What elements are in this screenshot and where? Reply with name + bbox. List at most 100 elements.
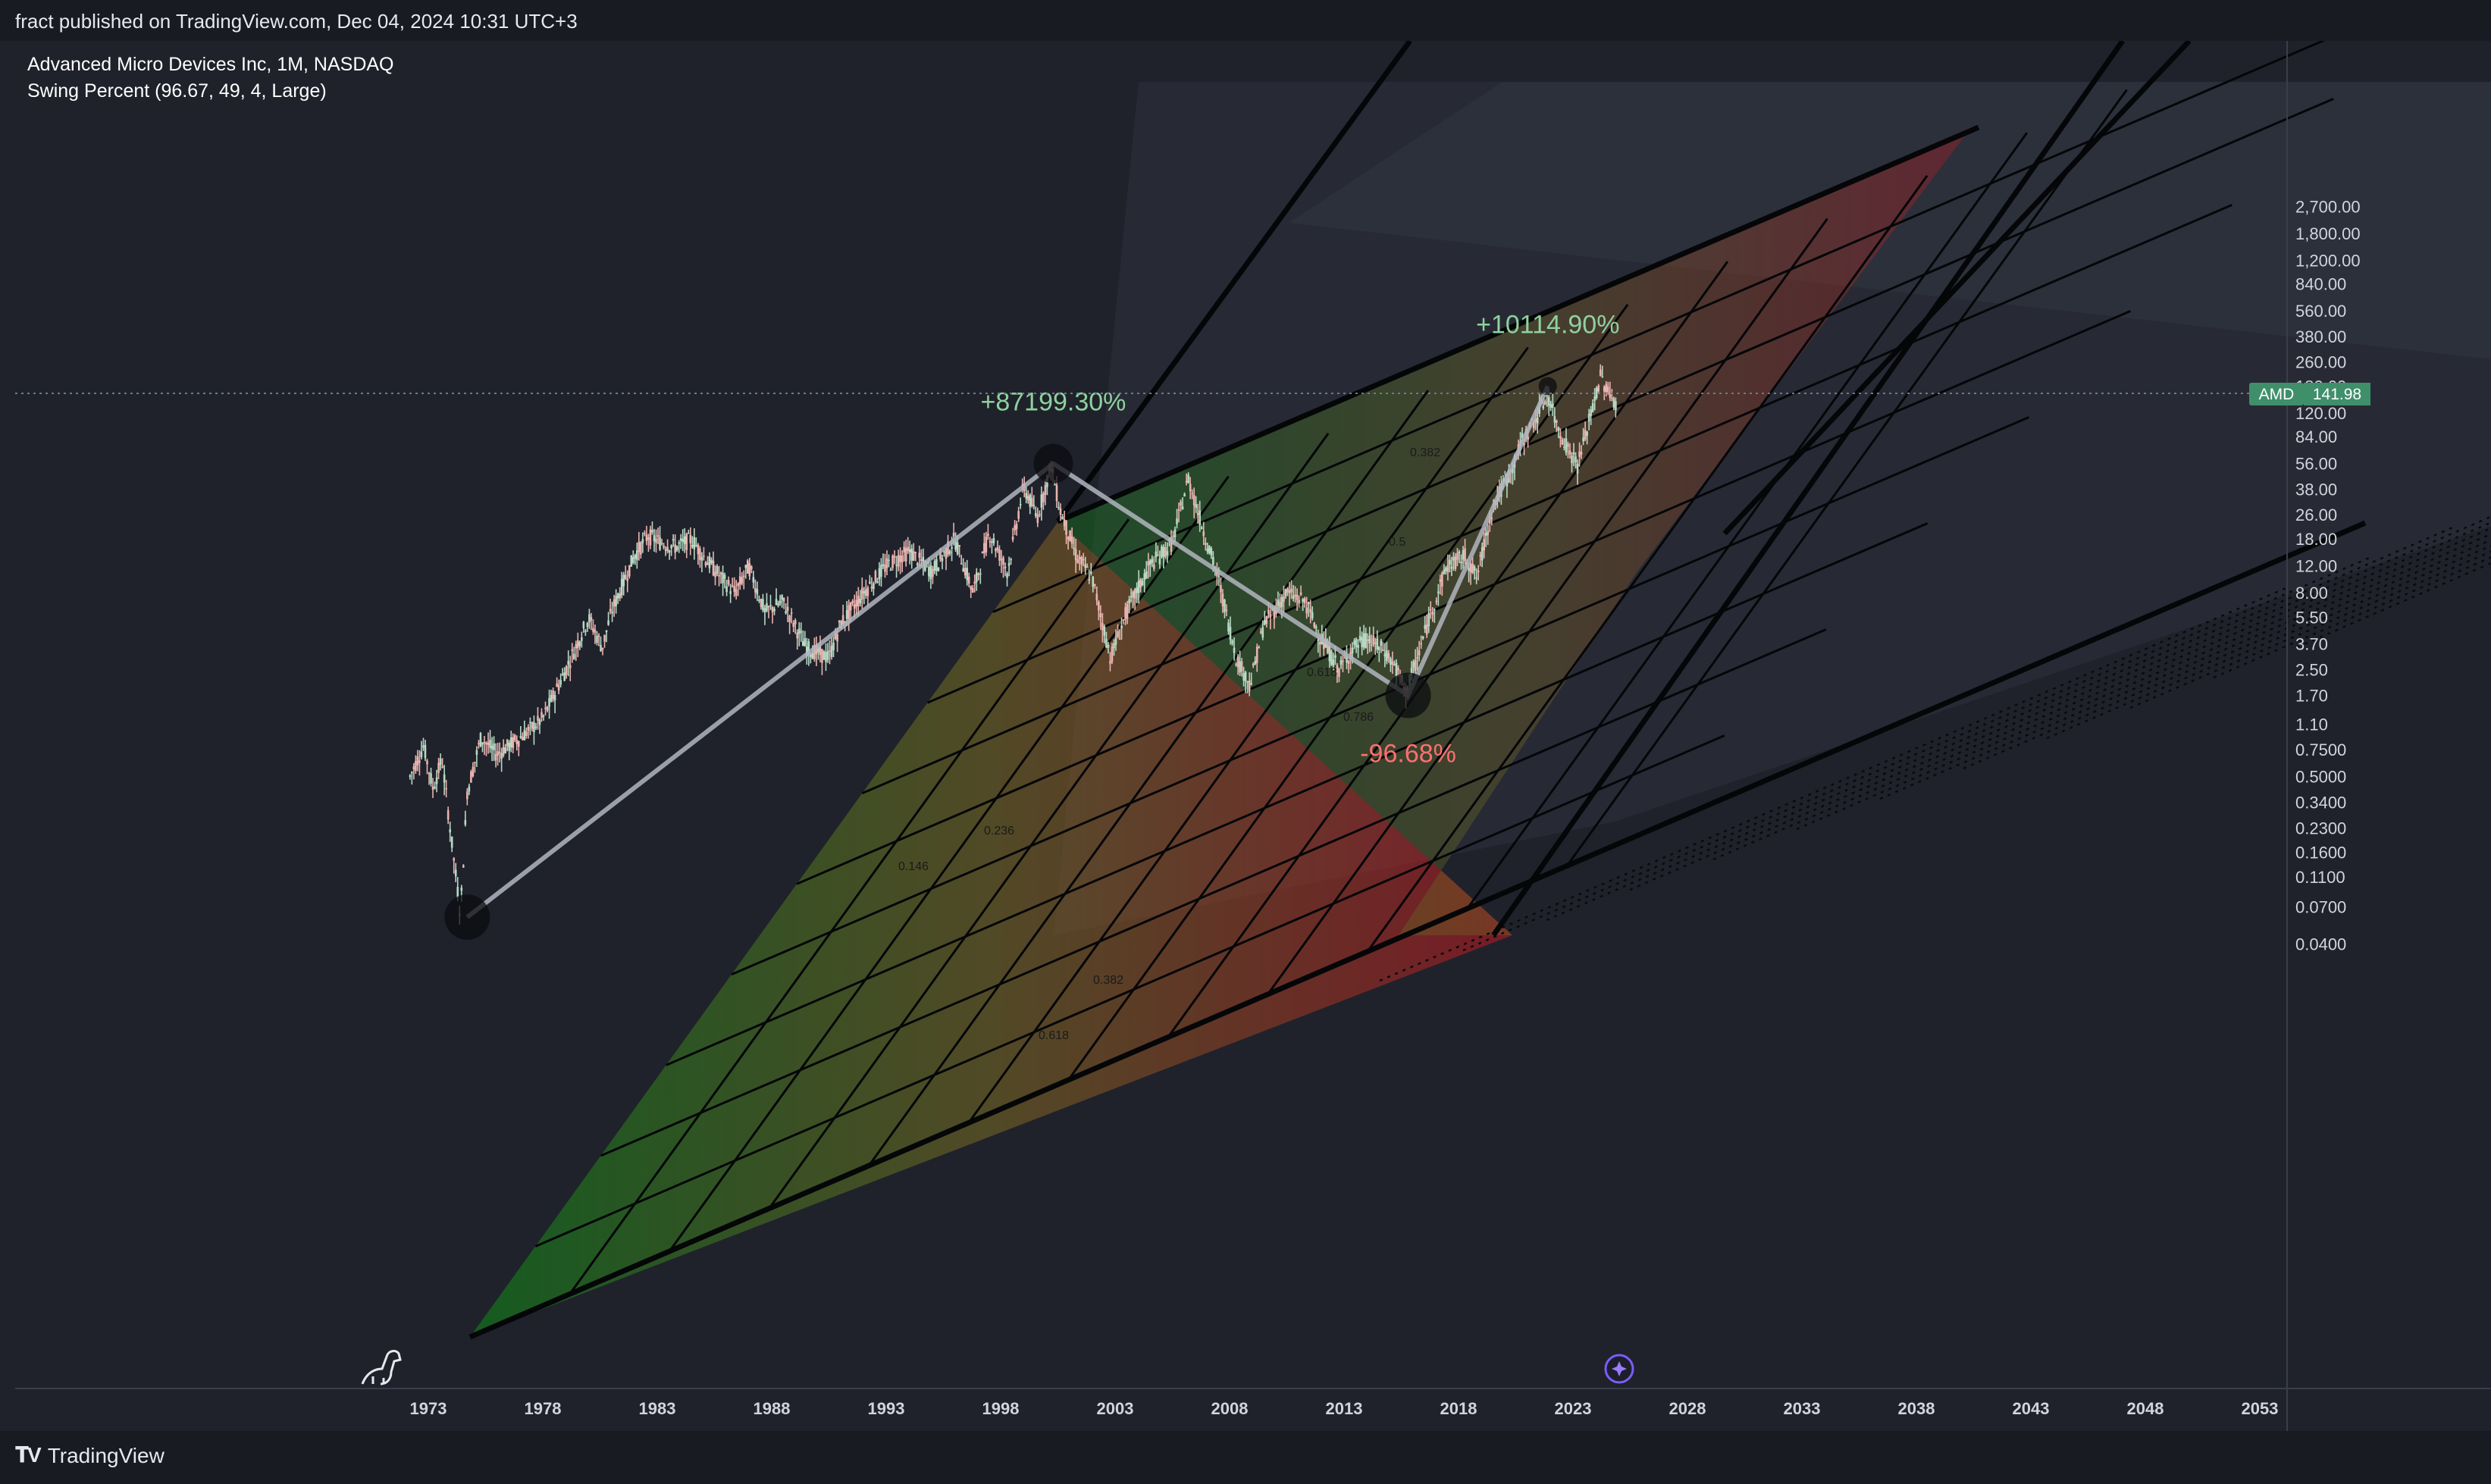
x-tick-label: 2018: [1440, 1399, 1477, 1418]
candle-body: [904, 548, 907, 562]
candle-body: [638, 541, 641, 553]
y-tick-label: 0.5000: [2295, 768, 2346, 787]
candle-body: [1265, 615, 1268, 625]
candle-body: [500, 753, 503, 759]
candle-body: [584, 631, 587, 632]
candle-body: [836, 634, 838, 642]
candle-body: [1155, 551, 1158, 558]
candle-body: [920, 559, 923, 561]
swing-point-marker: [444, 894, 490, 941]
y-tick-label: 560.00: [2295, 302, 2346, 321]
candle-body: [752, 577, 755, 583]
candle-body: [1279, 602, 1281, 609]
candle-body: [1395, 662, 1398, 676]
candle-body: [607, 620, 609, 625]
dinosaur-icon[interactable]: [361, 1350, 402, 1385]
candle-body: [668, 550, 671, 553]
swing-point-marker: [1385, 672, 1431, 719]
candle-body: [1317, 639, 1320, 641]
candle-body: [1273, 608, 1276, 619]
candle-body: [1351, 647, 1354, 654]
candle-body: [1556, 420, 1558, 423]
candle-body: [1189, 484, 1192, 492]
candle-body: [594, 629, 597, 633]
tradingview-logo[interactable]: 𝐓V TradingView: [15, 1443, 164, 1468]
candle-body: [1286, 588, 1289, 593]
candle-body: [481, 742, 484, 745]
published-text: fract published on TradingView.com, Dec …: [15, 10, 578, 33]
candle-body: [1424, 625, 1427, 629]
candle-body: [1036, 515, 1039, 523]
fib-grid-lines: [534, 0, 2421, 1295]
candle-body: [995, 549, 997, 552]
candle-body: [664, 549, 667, 551]
candle-body: [703, 556, 705, 557]
candle-body: [1563, 446, 1565, 448]
candle-body: [582, 621, 585, 629]
candle-body: [478, 743, 480, 744]
candle-body: [699, 548, 701, 560]
y-tick-label: 0.1100: [2295, 868, 2345, 887]
candle-body: [1397, 668, 1399, 671]
candle-body: [660, 543, 663, 545]
x-tick-label: 2033: [1784, 1399, 1821, 1418]
candle-body: [493, 743, 495, 750]
candle-body: [1296, 594, 1299, 600]
candle-body: [1267, 609, 1270, 615]
candle-body: [941, 558, 944, 562]
candle-body: [737, 583, 740, 587]
candle-body: [1586, 431, 1588, 437]
candle-body: [873, 583, 875, 590]
candle-body: [1567, 443, 1569, 447]
candle-body: [1552, 403, 1554, 409]
candle-body: [853, 604, 856, 609]
candle-body: [1126, 603, 1129, 619]
candle-body: [464, 820, 467, 825]
candle-body: [515, 740, 519, 744]
fib-grid-line: [1067, 303, 1629, 1080]
tradingview-brand-text: TradingView: [47, 1443, 164, 1467]
candle-body: [1292, 595, 1295, 599]
candle-body: [1521, 433, 1524, 439]
candle-body: [1151, 559, 1154, 563]
candle-body: [586, 623, 589, 628]
candle-body: [553, 695, 556, 701]
candle-body: [1574, 456, 1577, 463]
candle-body: [1014, 525, 1016, 531]
candle-body: [1204, 543, 1207, 546]
swing-grid-left: [470, 521, 1512, 1337]
last-price-tag[interactable]: AMD 141.98: [2249, 383, 2370, 405]
swing-zigzag-line: [465, 385, 1550, 919]
candle-body: [1120, 625, 1123, 628]
candle-body: [822, 651, 826, 660]
candle-body: [647, 537, 650, 540]
candle-body: [1233, 647, 1236, 653]
candle-body: [1607, 387, 1609, 393]
candle-body: [538, 719, 541, 725]
candle-body: [729, 591, 732, 594]
candle-body: [529, 722, 531, 724]
candle-body: [1017, 511, 1020, 519]
projection-line: [1462, 555, 2374, 952]
chart-area[interactable]: +87199.30% -96.68% +10114.90% 0.382 0.5 0.61…: [15, 0, 2491, 1431]
candle-body: [506, 739, 509, 747]
candle-body: [1378, 647, 1380, 650]
candle-body: [1595, 387, 1598, 398]
candle-body: [933, 561, 936, 571]
candle-body: [1288, 590, 1291, 593]
candle-body: [533, 722, 535, 732]
price-chart-svg[interactable]: +87199.30% -96.68% +10114.90% 0.382 0.5 0.61…: [15, 0, 2491, 1431]
swing-percent-labels: +87199.30% -96.68% +10114.90%: [981, 311, 1620, 769]
candle-body: [830, 646, 833, 657]
projection-line: [1546, 524, 2457, 922]
fib-grid-line: [992, 0, 2421, 613]
candle-body: [1342, 660, 1344, 662]
candle-body: [1206, 548, 1209, 552]
candle-body: [1471, 563, 1474, 574]
y-tick-label: 260.00: [2295, 352, 2346, 371]
candle-body: [1269, 614, 1272, 618]
candle-body: [1063, 519, 1066, 527]
candle-body: [779, 600, 782, 604]
sparkle-icon[interactable]: [1604, 1354, 1634, 1384]
fib-level-label: 0.618: [1039, 1029, 1069, 1042]
